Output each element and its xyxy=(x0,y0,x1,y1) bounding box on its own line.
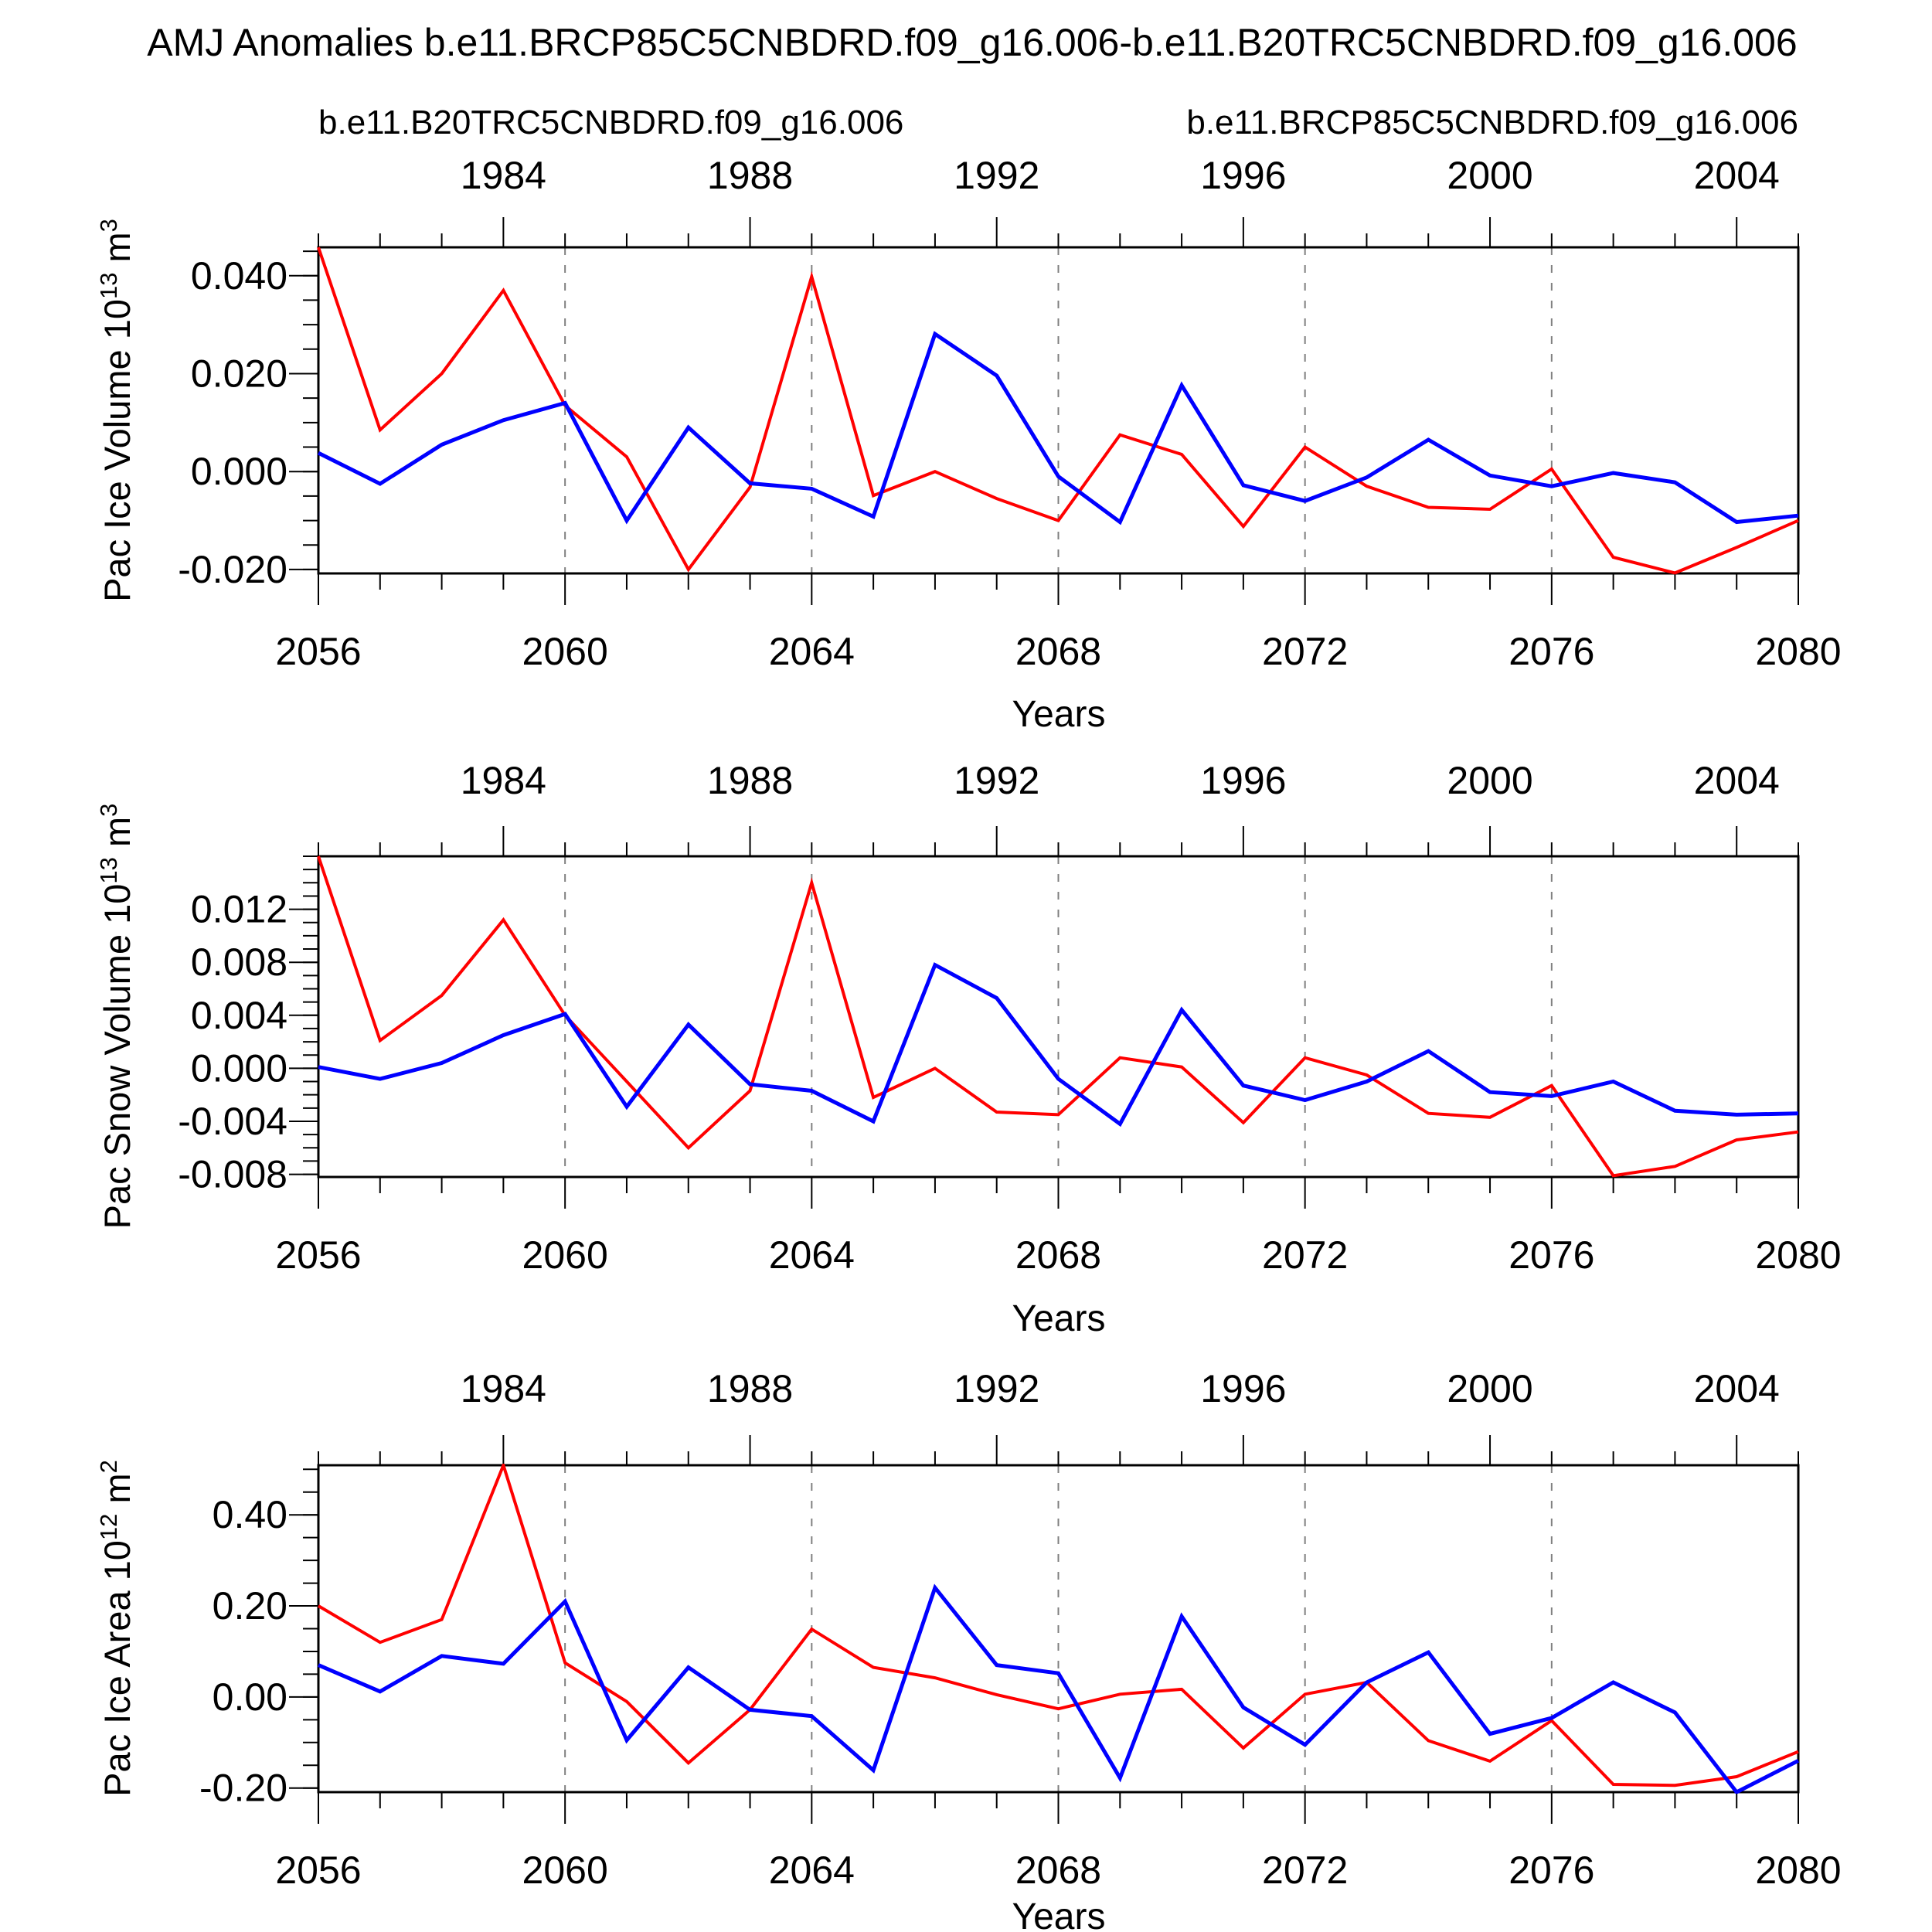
panel-1-xlabel: Years xyxy=(1012,694,1106,735)
y-tick-label: -0.020 xyxy=(178,548,287,591)
y-tick-label: 0.004 xyxy=(191,994,287,1037)
panel-3-ylabel: Pac Ice Area 1012 m2 xyxy=(95,1460,138,1797)
y-tick-label: 0.000 xyxy=(191,450,287,493)
red-series-line xyxy=(317,1464,1799,1787)
panels-layer: 0.040 0.020 0.000 -0.020 1984 1988 1992 1996 200… xyxy=(178,154,1841,1892)
bottom-axis-year-label: 2064 xyxy=(769,1233,855,1277)
panel-1: 0.040 0.020 0.000 -0.020 1984 1988 1992 1996 200… xyxy=(178,154,1841,673)
top-axis-year-label: 2000 xyxy=(1447,1367,1532,1410)
y-tick-label: 0.00 xyxy=(213,1675,287,1719)
top-axis-year-label: 1996 xyxy=(1200,759,1286,802)
panel-3: 0.40 0.20 0.00 -0.20 1984 1988 1992 1996 2000 200… xyxy=(199,1367,1842,1892)
figure-title: AMJ Anomalies b.e11.BRCP85C5CNBDRD.f09_g… xyxy=(147,21,1797,64)
top-axis-year-label: 1988 xyxy=(707,759,793,802)
y-tick-label: 0.040 xyxy=(191,254,287,298)
bottom-axis-year-label: 2080 xyxy=(1755,630,1841,673)
top-axis-year-label: 1984 xyxy=(461,759,546,802)
top-axis-year-label: 2000 xyxy=(1447,759,1532,802)
top-axis-year-label: 1992 xyxy=(954,759,1039,802)
bottom-axis-year-label: 2076 xyxy=(1509,1233,1594,1277)
blue-series-line xyxy=(318,962,1799,1128)
bottom-axis-year-label: 2060 xyxy=(522,630,608,673)
bottom-axis-year-label: 2072 xyxy=(1262,1233,1348,1277)
plot-border xyxy=(317,1464,1800,1794)
top-axis-year-label: 2004 xyxy=(1694,759,1780,802)
bottom-axis-year-label: 2076 xyxy=(1509,1849,1594,1892)
top-axis-year-label: 2000 xyxy=(1447,154,1532,197)
blue-series-line xyxy=(317,331,1799,526)
panel-2-ylabel: Pac Snow Volume 1013 m3 xyxy=(95,804,138,1230)
top-axis-year-label: 1992 xyxy=(954,1367,1039,1410)
bottom-axis-year-label: 2060 xyxy=(522,1849,608,1892)
y-tick-label: -0.20 xyxy=(199,1767,287,1810)
y-tick-label: 0.000 xyxy=(191,1046,287,1090)
top-axis-year-label: 2004 xyxy=(1694,1367,1780,1410)
legend-blue-label: b.e11.BRCP85C5CNBDRD.f09_g16.006 xyxy=(1186,104,1798,141)
panel-1-ylabel: Pac Ice Volume 1013 m3 xyxy=(95,219,138,602)
y-tick-label: 0.020 xyxy=(191,352,287,395)
bottom-axis-year-label: 2080 xyxy=(1755,1849,1841,1892)
top-axis-year-label: 1984 xyxy=(461,1367,546,1410)
top-axis-year-label: 1996 xyxy=(1200,1367,1286,1410)
y-tick-label: 0.40 xyxy=(213,1493,287,1536)
plot-border xyxy=(317,246,1800,575)
y-tick-label: 0.008 xyxy=(191,940,287,984)
bottom-axis-year-label: 2064 xyxy=(769,1849,855,1892)
bottom-axis-year-label: 2056 xyxy=(275,1233,361,1277)
top-axis-year-label: 2004 xyxy=(1694,154,1780,197)
bottom-axis-year-label: 2080 xyxy=(1755,1233,1841,1277)
bottom-axis-year-label: 2060 xyxy=(522,1233,608,1277)
bottom-axis-year-label: 2068 xyxy=(1015,1849,1101,1892)
y-tick-label: 0.20 xyxy=(213,1584,287,1628)
bottom-axis-year-label: 2072 xyxy=(1262,630,1348,673)
panel-2-xlabel: Years xyxy=(1012,1298,1106,1339)
top-axis-year-label: 1996 xyxy=(1200,154,1286,197)
top-axis-year-label: 1992 xyxy=(954,154,1039,197)
y-tick-label: 0.012 xyxy=(191,888,287,931)
bottom-axis-year-label: 2068 xyxy=(1015,1233,1101,1277)
top-axis-year-label: 1988 xyxy=(707,1367,793,1410)
bottom-axis-year-label: 2056 xyxy=(275,1849,361,1892)
bottom-axis-year-label: 2056 xyxy=(275,630,361,673)
panel-2: 0.012 0.008 0.004 0.000 -0.004 -0.008 1984 1988… xyxy=(178,759,1841,1277)
top-axis-year-label: 1988 xyxy=(707,154,793,197)
bottom-axis-year-label: 2064 xyxy=(769,630,855,673)
top-axis-year-label: 1984 xyxy=(461,154,546,197)
blue-series-line xyxy=(318,1583,1800,1794)
legend-red-label: b.e11.B20TRC5CNBDRD.f09_g16.006 xyxy=(318,104,903,141)
bottom-axis-year-label: 2068 xyxy=(1015,630,1101,673)
plot-border xyxy=(317,855,1800,1179)
y-tick-label: -0.004 xyxy=(178,1100,287,1143)
bottom-axis-year-label: 2076 xyxy=(1509,630,1594,673)
panel-3-xlabel: Years xyxy=(1012,1896,1106,1932)
bottom-axis-year-label: 2072 xyxy=(1262,1849,1348,1892)
y-tick-label: -0.008 xyxy=(178,1153,287,1196)
